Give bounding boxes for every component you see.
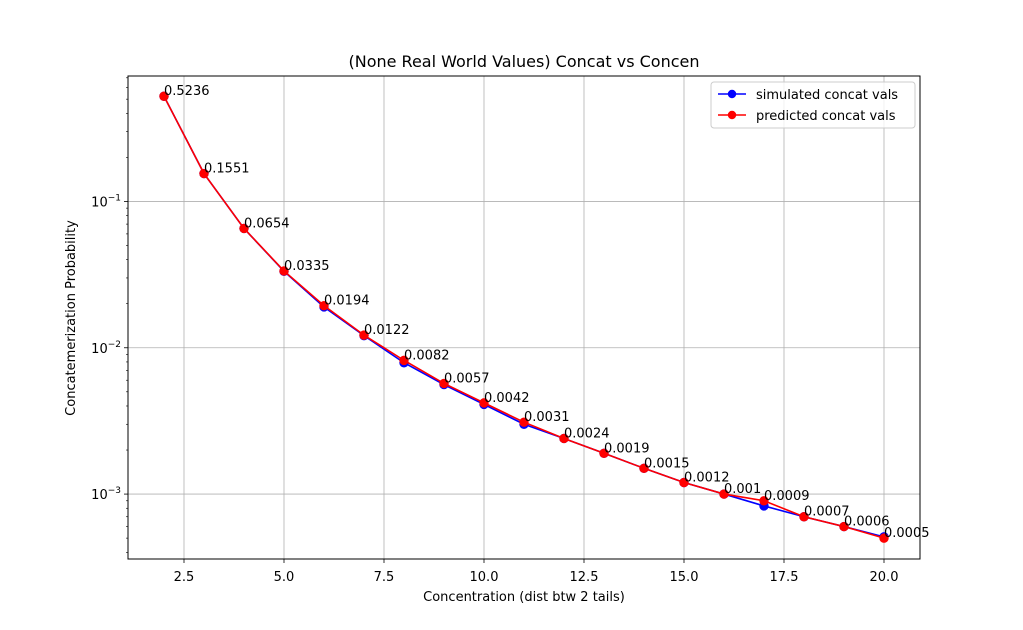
legend-entry-label: simulated concat vals (756, 88, 898, 103)
data-label: 0.0122 (364, 323, 410, 338)
data-point (479, 398, 489, 408)
axis-ticks: 2.5 5.0 7.5 10.0 12.5 15.0 17.5 20.0 10−1 10−2 10−… (91, 77, 899, 585)
legend: simulated concat vals predicted concat va… (710, 81, 916, 129)
data-label: 0.0057 (444, 371, 490, 386)
y-tick-label: 10−1 (91, 193, 121, 210)
x-tick-label: 5.0 (274, 570, 295, 585)
data-point (239, 223, 249, 234)
data-point (799, 512, 809, 522)
legend-swatch-marker (727, 89, 737, 99)
x-tick-label: 7.5 (374, 570, 395, 585)
data-point (279, 266, 289, 276)
data-point (439, 378, 449, 389)
data-point (359, 330, 369, 340)
data-point (319, 300, 329, 311)
x-tick-label: 10.0 (470, 570, 499, 585)
data-label: 0.5236 (164, 84, 210, 99)
x-tick-label: 12.5 (570, 570, 599, 585)
legend-swatch-marker (727, 110, 737, 120)
data-series (159, 91, 889, 543)
y-tick-label: 10−2 (91, 340, 121, 357)
data-label: 0.0335 (284, 259, 330, 274)
x-tick-label: 15.0 (670, 570, 699, 585)
data-label: 0.0042 (484, 391, 530, 406)
data-point (599, 448, 609, 458)
data-point (759, 496, 769, 506)
data-label: 0.0006 (844, 515, 890, 530)
data-label: 0.0005 (884, 526, 930, 541)
data-label: 0.0031 (524, 410, 570, 425)
data-point (639, 463, 649, 474)
grid-lines (128, 76, 920, 559)
data-label: 0.0082 (404, 348, 450, 363)
data-point (879, 533, 889, 543)
y-tick-label: 10−3 (91, 486, 121, 503)
data-point (519, 417, 529, 427)
data-label: 0.0007 (804, 505, 850, 520)
plot-area-frame (127, 75, 921, 560)
data-point (839, 521, 849, 532)
data-label: 0.0019 (604, 441, 650, 456)
data-point (719, 489, 729, 499)
data-point (199, 168, 209, 179)
data-label: 0.0024 (564, 426, 610, 441)
data-labels: 0.5236 0.1551 0.0654 0.0335 0.0194 0.0122 0.00… (164, 84, 930, 541)
x-axis-label: Concentration (dist btw 2 tails) (423, 590, 625, 605)
x-tick-label: 2.5 (174, 570, 195, 585)
data-point (159, 91, 169, 101)
legend-entry-label: predicted concat vals (756, 109, 896, 124)
x-tick-label: 17.5 (770, 570, 799, 585)
data-label: 0.001 (724, 482, 761, 497)
legend-box (710, 81, 916, 129)
y-axis-label: Concatemerization Probability (64, 220, 79, 416)
data-point (679, 477, 689, 488)
data-label: 0.0015 (644, 456, 690, 471)
data-label: 0.0194 (324, 294, 370, 309)
data-label: 0.0009 (764, 489, 810, 504)
chart-title: (None Real World Values) Concat vs Conce… (348, 52, 699, 71)
data-point (559, 433, 569, 444)
data-label: 0.0654 (244, 216, 290, 231)
data-label: 0.1551 (204, 162, 250, 177)
data-label: 0.0012 (684, 470, 730, 485)
x-tick-label: 20.0 (870, 570, 899, 585)
data-point (399, 355, 409, 366)
